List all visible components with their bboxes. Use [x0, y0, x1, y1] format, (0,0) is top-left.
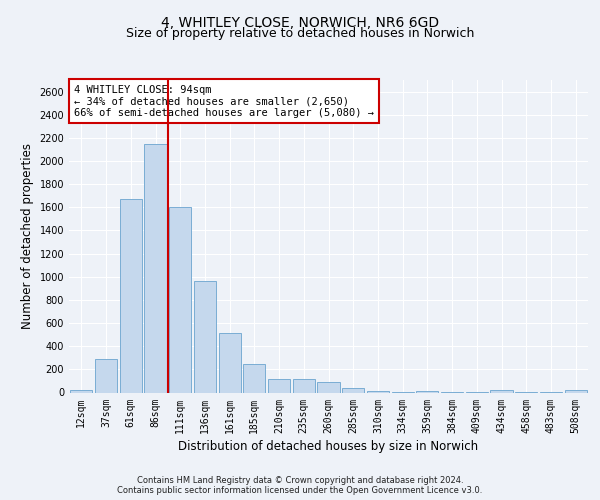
Text: 4, WHITLEY CLOSE, NORWICH, NR6 6GD: 4, WHITLEY CLOSE, NORWICH, NR6 6GD [161, 16, 439, 30]
Text: 4 WHITLEY CLOSE: 94sqm
← 34% of detached houses are smaller (2,650)
66% of semi-: 4 WHITLEY CLOSE: 94sqm ← 34% of detached… [74, 84, 374, 118]
Bar [218, 334, 241, 392]
X-axis label: Distribution of detached houses by size in Norwich: Distribution of detached houses by size … [178, 440, 479, 452]
Bar [243, 364, 265, 392]
Bar [565, 390, 587, 392]
Bar [317, 382, 340, 392]
Bar [169, 208, 191, 392]
Text: Contains HM Land Registry data © Crown copyright and database right 2024.: Contains HM Land Registry data © Crown c… [137, 476, 463, 485]
Bar [145, 144, 167, 392]
Bar [490, 390, 512, 392]
Bar [70, 390, 92, 392]
Bar [95, 359, 117, 392]
Bar [194, 282, 216, 393]
Text: Contains public sector information licensed under the Open Government Licence v3: Contains public sector information licen… [118, 486, 482, 495]
Text: Size of property relative to detached houses in Norwich: Size of property relative to detached ho… [126, 28, 474, 40]
Bar [367, 391, 389, 392]
Bar [119, 199, 142, 392]
Bar [342, 388, 364, 392]
Bar [293, 378, 315, 392]
Y-axis label: Number of detached properties: Number of detached properties [21, 143, 34, 329]
Bar [268, 378, 290, 392]
